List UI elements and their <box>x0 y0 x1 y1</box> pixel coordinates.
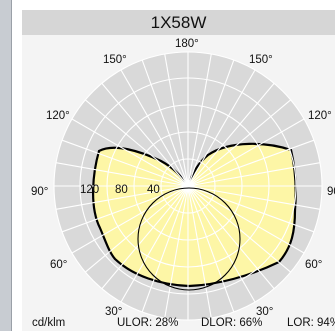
polar-spoke <box>187 162 321 187</box>
angle-label-90-right: 90° <box>327 186 335 198</box>
ulor-value: ULOR: 28% <box>117 317 179 329</box>
polar-spokes <box>54 52 322 320</box>
polar-spoke <box>120 185 189 303</box>
polar-spoke <box>187 185 305 254</box>
polar-spoke <box>187 99 291 187</box>
scale-label-120: 120 <box>80 184 100 196</box>
polar-spoke <box>101 185 189 289</box>
polar-spoke <box>187 185 212 319</box>
polar-spoke <box>187 185 235 313</box>
polar-spoke <box>101 83 189 187</box>
polar-diagram-panel: 1X58W 180° 150° 150° 120° 120° 90° 90° 6… <box>22 10 335 331</box>
polar-spoke <box>164 185 189 319</box>
polar-spoke <box>187 185 315 233</box>
polar-spoke <box>187 118 305 187</box>
unit-label: cd/klm <box>32 317 66 329</box>
angle-label-30-right: 30° <box>256 306 274 318</box>
scale-label-40: 40 <box>147 184 160 196</box>
polar-spoke <box>141 185 189 313</box>
window-edge <box>0 0 12 331</box>
polar-spoke <box>187 59 235 187</box>
diagram-title: 1X58W <box>22 10 335 35</box>
angle-label-150-right: 150° <box>249 54 273 66</box>
polar-spoke <box>71 185 189 254</box>
angle-label-30-left: 30° <box>105 306 123 318</box>
polar-spoke <box>187 185 256 303</box>
polar-spoke <box>187 139 315 187</box>
angle-label-120-left: 120° <box>46 110 70 122</box>
angle-label-150-left: 150° <box>103 54 127 66</box>
angle-label-120-right: 120° <box>308 110 332 122</box>
inner-distribution-circle <box>137 187 241 291</box>
polar-spoke <box>187 83 275 187</box>
polar-spoke <box>85 185 189 273</box>
angle-label-60-left: 60° <box>50 259 68 271</box>
scale-label-80: 80 <box>115 184 128 196</box>
polar-spoke <box>61 185 189 233</box>
polar-spoke <box>55 185 189 210</box>
polar-spoke <box>85 99 189 187</box>
polar-spoke <box>71 118 189 187</box>
dlor-value: DLOR: 66% <box>201 317 263 329</box>
polar-spoke <box>55 162 189 187</box>
polar-spoke <box>141 59 189 187</box>
polar-spoke <box>120 69 189 187</box>
polar-spoke <box>187 185 275 289</box>
polar-diagram <box>53 51 323 321</box>
lor-value: LOR: 94% <box>287 317 335 329</box>
distribution-curve <box>91 142 297 288</box>
polar-spoke <box>187 185 321 210</box>
polar-spoke <box>164 53 189 187</box>
polar-spoke <box>187 69 256 187</box>
angle-label-90-left: 90° <box>31 186 49 198</box>
polar-spoke <box>61 139 189 187</box>
angle-label-180: 180° <box>175 38 199 50</box>
polar-spoke <box>187 53 212 187</box>
angle-label-60-right: 60° <box>305 259 323 271</box>
